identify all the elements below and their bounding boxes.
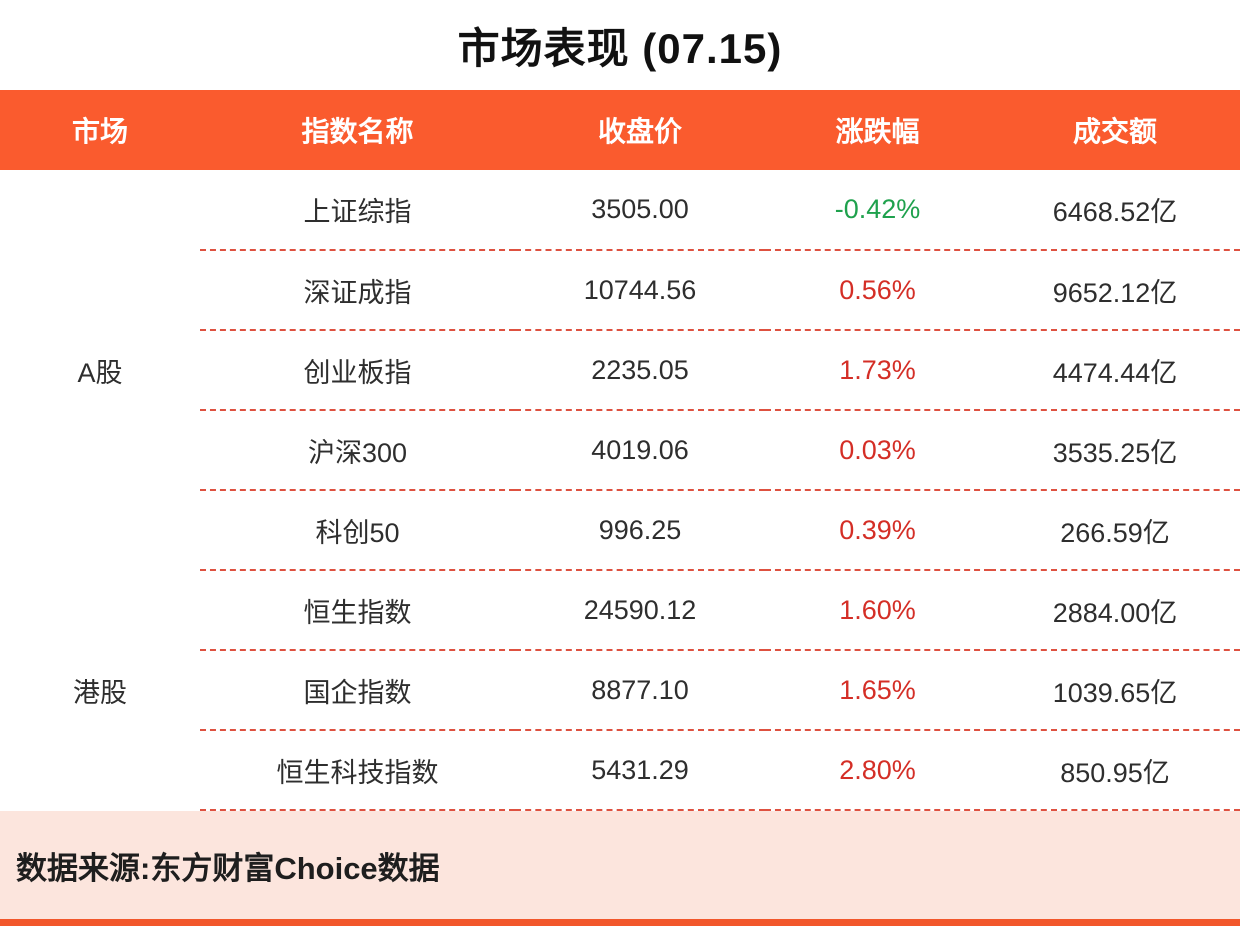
close-price: 3505.00 <box>515 170 765 251</box>
table-row: 沪深300 4019.06 0.03% 3535.25亿 <box>0 410 1240 491</box>
bottom-accent-bar <box>0 919 1240 926</box>
turnover: 850.95亿 <box>990 730 1240 811</box>
index-name: 上证综指 <box>200 170 515 251</box>
header-row: 市场 指数名称 收盘价 涨跌幅 成交额 <box>0 90 1240 170</box>
change-percent: 1.60% <box>765 570 990 651</box>
turnover: 9652.12亿 <box>990 250 1240 331</box>
market-group-hk: 港股 <box>0 570 200 810</box>
index-name: 国企指数 <box>200 650 515 731</box>
close-price: 8877.10 <box>515 650 765 731</box>
turnover: 1039.65亿 <box>990 650 1240 731</box>
close-price: 996.25 <box>515 490 765 571</box>
change-percent: 0.56% <box>765 250 990 331</box>
page-title: 市场表现 (07.15) <box>457 24 783 72</box>
index-name: 恒生科技指数 <box>200 730 515 811</box>
change-percent: 0.03% <box>765 410 990 491</box>
data-source-footer: 数据来源:东方财富Choice数据 <box>0 811 1240 919</box>
data-source-text: 数据来源:东方财富Choice数据 <box>16 850 440 886</box>
market-group-a-share: A股 <box>0 170 200 570</box>
table-row: 科创50 996.25 0.39% 266.59亿 <box>0 490 1240 571</box>
change-percent: 2.80% <box>765 730 990 811</box>
close-price: 2235.05 <box>515 330 765 411</box>
title-bar: 市场表现 (07.15) <box>0 0 1240 90</box>
turnover: 4474.44亿 <box>990 330 1240 411</box>
table-row: 国企指数 8877.10 1.65% 1039.65亿 <box>0 650 1240 731</box>
index-name: 创业板指 <box>200 330 515 411</box>
turnover: 266.59亿 <box>990 490 1240 571</box>
close-price: 24590.12 <box>515 570 765 651</box>
market-table: 市场 指数名称 收盘价 涨跌幅 成交额 A股 上证综指 3505.00 -0.4… <box>0 90 1240 811</box>
col-header-turnover: 成交额 <box>990 90 1240 170</box>
index-name: 科创50 <box>200 490 515 571</box>
index-name: 沪深300 <box>200 410 515 491</box>
col-header-market: 市场 <box>0 90 200 170</box>
col-header-change: 涨跌幅 <box>765 90 990 170</box>
index-name: 恒生指数 <box>200 570 515 651</box>
table-header: 市场 指数名称 收盘价 涨跌幅 成交额 <box>0 90 1240 170</box>
change-percent: -0.42% <box>765 170 990 251</box>
turnover: 6468.52亿 <box>990 170 1240 251</box>
table-row: 创业板指 2235.05 1.73% 4474.44亿 <box>0 330 1240 411</box>
table-row: 港股 恒生指数 24590.12 1.60% 2884.00亿 <box>0 570 1240 810</box>
close-price: 10744.56 <box>515 250 765 331</box>
col-header-index-name: 指数名称 <box>200 90 515 170</box>
table-row: 恒生科技指数 5431.29 2.80% 850.95亿 <box>0 730 1240 811</box>
close-price: 4019.06 <box>515 410 765 491</box>
change-percent: 1.65% <box>765 650 990 731</box>
change-percent: 0.39% <box>765 490 990 571</box>
change-percent: 1.73% <box>765 330 990 411</box>
close-price: 5431.29 <box>515 730 765 811</box>
col-header-close: 收盘价 <box>515 90 765 170</box>
table-row: A股 上证综指 3505.00 -0.42% 6468.52亿 <box>0 170 1240 570</box>
turnover: 2884.00亿 <box>990 570 1240 651</box>
index-name: 深证成指 <box>200 250 515 331</box>
turnover: 3535.25亿 <box>990 410 1240 491</box>
table-row: 深证成指 10744.56 0.56% 9652.12亿 <box>0 250 1240 331</box>
